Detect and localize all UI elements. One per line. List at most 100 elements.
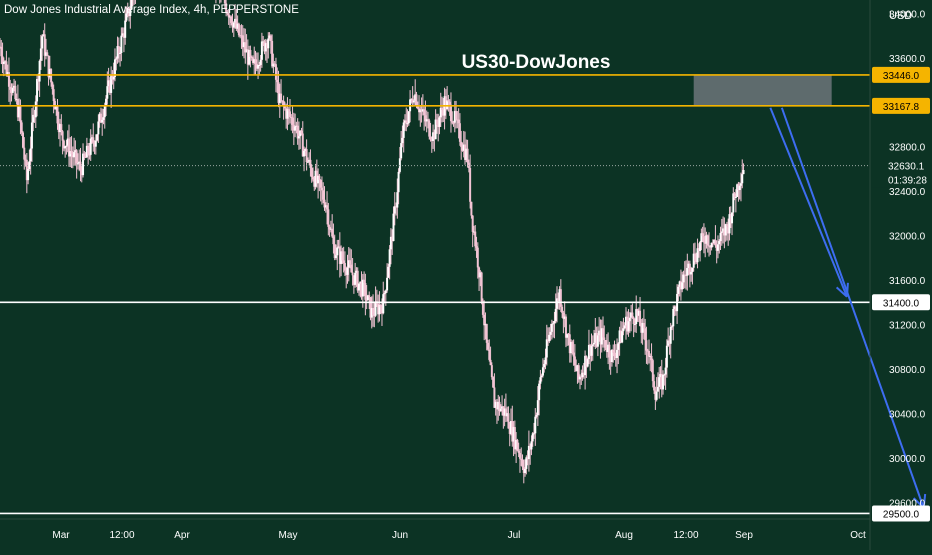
- time-tick-label: Oct: [850, 530, 866, 541]
- candle-body: [627, 321, 630, 332]
- candle-body: [616, 349, 619, 359]
- candle-body: [67, 138, 70, 157]
- candle-body: [624, 316, 627, 326]
- candle-body: [475, 246, 478, 248]
- candle-body: [357, 283, 360, 291]
- price-tick-label: 30000.0: [889, 454, 926, 465]
- candle-body: [493, 387, 496, 408]
- candle-body: [243, 42, 246, 48]
- candle-body: [737, 184, 740, 191]
- candle-body: [607, 344, 610, 352]
- price-tick-label: 31200.0: [889, 321, 926, 332]
- candle-body: [550, 323, 553, 332]
- candle-body: [363, 279, 366, 284]
- candle-body: [83, 153, 86, 158]
- supply-zone[interactable]: [693, 74, 832, 106]
- price-tick-label: 32400.0: [889, 187, 926, 198]
- candle-body: [126, 8, 129, 14]
- candle-body: [510, 421, 513, 434]
- candle-body: [524, 468, 527, 473]
- candle-body: [87, 145, 90, 155]
- time-tick-label: Jun: [392, 530, 408, 541]
- candle-body: [688, 263, 691, 275]
- candle-body: [14, 85, 17, 100]
- candle-body: [434, 119, 437, 140]
- candle-body: [591, 344, 594, 346]
- candle-body: [567, 333, 570, 335]
- forecast-arrow-2[interactable]: [780, 107, 925, 509]
- candle-body: [313, 179, 316, 187]
- candle-body: [455, 111, 458, 120]
- candle-body: [93, 142, 96, 147]
- candle-body: [414, 94, 417, 101]
- candle-body: [286, 109, 289, 119]
- candle-body: [725, 224, 728, 227]
- candle-body: [503, 408, 506, 416]
- candle-body: [406, 123, 409, 125]
- candle-body: [559, 289, 562, 307]
- candle-body: [300, 130, 303, 134]
- price-tick-label: 29600.0: [889, 498, 926, 509]
- candle-body: [598, 330, 601, 336]
- candle-body: [46, 52, 49, 56]
- candle-body: [383, 293, 386, 295]
- candle-body: [520, 458, 523, 460]
- candle-body: [678, 281, 681, 287]
- candle-body: [564, 316, 567, 338]
- candle-body: [673, 306, 676, 309]
- candle-body: [234, 18, 237, 23]
- candle-body: [282, 100, 285, 107]
- candle-body: [677, 286, 680, 294]
- candle-body: [668, 340, 671, 344]
- forecast-arrow-1[interactable]: [769, 107, 848, 298]
- candle-body: [582, 372, 585, 376]
- candle-body: [301, 133, 304, 157]
- candle-body: [5, 61, 8, 75]
- candle-body: [248, 49, 251, 65]
- candle-body: [227, 13, 230, 18]
- candle-body: [369, 297, 372, 318]
- candle-body: [311, 177, 314, 180]
- candle-body: [723, 228, 726, 236]
- candle-body: [235, 18, 238, 29]
- candle-body: [361, 279, 364, 297]
- candle-body: [613, 352, 616, 357]
- candle-body: [697, 248, 700, 251]
- candle-body: [285, 108, 288, 119]
- level-badge-label: 33446.0: [883, 71, 920, 82]
- candle-body: [276, 79, 279, 83]
- candle-body: [449, 104, 452, 122]
- candle-body: [239, 35, 242, 37]
- candle-body: [437, 124, 440, 127]
- candle-body: [30, 122, 33, 149]
- candle-body: [18, 105, 21, 118]
- candle-body: [516, 439, 519, 451]
- candle-body: [315, 170, 318, 184]
- candle-body: [396, 192, 399, 208]
- candle-body: [690, 271, 693, 275]
- candle-body: [699, 242, 702, 251]
- candle-body: [38, 60, 41, 82]
- candle-body: [494, 401, 497, 408]
- price-tick-label: 30400.0: [889, 409, 926, 420]
- candle-body: [706, 235, 709, 246]
- candle-body: [25, 159, 28, 181]
- candle-body: [472, 231, 475, 233]
- candle-body: [533, 433, 536, 435]
- candle-body: [435, 119, 438, 125]
- candle-body: [647, 350, 650, 357]
- candle-body: [511, 421, 514, 442]
- level-badge: [872, 294, 930, 311]
- candle-body: [573, 356, 576, 366]
- candle-body: [231, 22, 234, 28]
- candle-body: [663, 374, 666, 376]
- level-badge: [872, 97, 930, 114]
- candle-body: [478, 267, 481, 278]
- candle-body: [272, 63, 275, 67]
- time-tick-label: Aug: [615, 530, 633, 541]
- candle-body: [20, 122, 23, 133]
- candle-body: [415, 94, 418, 107]
- candle-body: [658, 377, 661, 387]
- candle-body: [254, 59, 257, 64]
